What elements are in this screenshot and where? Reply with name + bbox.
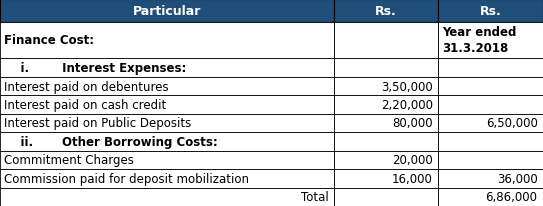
Text: 2,20,000: 2,20,000 [381, 99, 433, 111]
Bar [0, 114, 334, 133]
Bar [438, 0, 543, 22]
Bar [334, 114, 438, 133]
Text: 6,86,000: 6,86,000 [485, 190, 538, 203]
Bar [438, 188, 543, 206]
Bar [334, 96, 438, 114]
Text: 36,000: 36,000 [497, 172, 538, 185]
Bar [0, 59, 334, 77]
Bar [438, 96, 543, 114]
Text: 16,000: 16,000 [392, 172, 433, 185]
Text: Commitment Charges: Commitment Charges [4, 154, 134, 167]
Text: Finance Cost:: Finance Cost: [4, 34, 94, 47]
Bar [0, 96, 334, 114]
Bar [334, 22, 438, 59]
Bar [438, 133, 543, 151]
Text: Total: Total [301, 190, 329, 203]
Bar [334, 133, 438, 151]
Text: 3,50,000: 3,50,000 [381, 80, 433, 93]
Bar [0, 188, 334, 206]
Bar [334, 0, 438, 22]
Bar [438, 114, 543, 133]
Bar [0, 169, 334, 188]
Text: 80,000: 80,000 [392, 117, 433, 130]
Bar [438, 169, 543, 188]
Text: i.        Interest Expenses:: i. Interest Expenses: [4, 62, 187, 75]
Text: Rs.: Rs. [479, 5, 502, 18]
Bar [334, 169, 438, 188]
Bar [438, 151, 543, 169]
Bar [0, 133, 334, 151]
Text: Rs.: Rs. [375, 5, 397, 18]
Text: 20,000: 20,000 [392, 154, 433, 167]
Bar [0, 151, 334, 169]
Text: Interest paid on Public Deposits: Interest paid on Public Deposits [4, 117, 192, 130]
Bar [0, 0, 334, 22]
Bar [334, 77, 438, 96]
Text: Year ended
31.3.2018: Year ended 31.3.2018 [443, 26, 517, 55]
Text: Particular: Particular [133, 5, 201, 18]
Bar [0, 22, 334, 59]
Bar [438, 22, 543, 59]
Text: Commission paid for deposit mobilization: Commission paid for deposit mobilization [4, 172, 249, 185]
Bar [438, 77, 543, 96]
Bar [334, 151, 438, 169]
Text: 6,50,000: 6,50,000 [485, 117, 538, 130]
Bar [0, 77, 334, 96]
Bar [334, 188, 438, 206]
Text: Interest paid on debentures: Interest paid on debentures [4, 80, 169, 93]
Bar [438, 59, 543, 77]
Text: ii.       Other Borrowing Costs:: ii. Other Borrowing Costs: [4, 135, 218, 148]
Text: Interest paid on cash credit: Interest paid on cash credit [4, 99, 167, 111]
Bar [334, 59, 438, 77]
